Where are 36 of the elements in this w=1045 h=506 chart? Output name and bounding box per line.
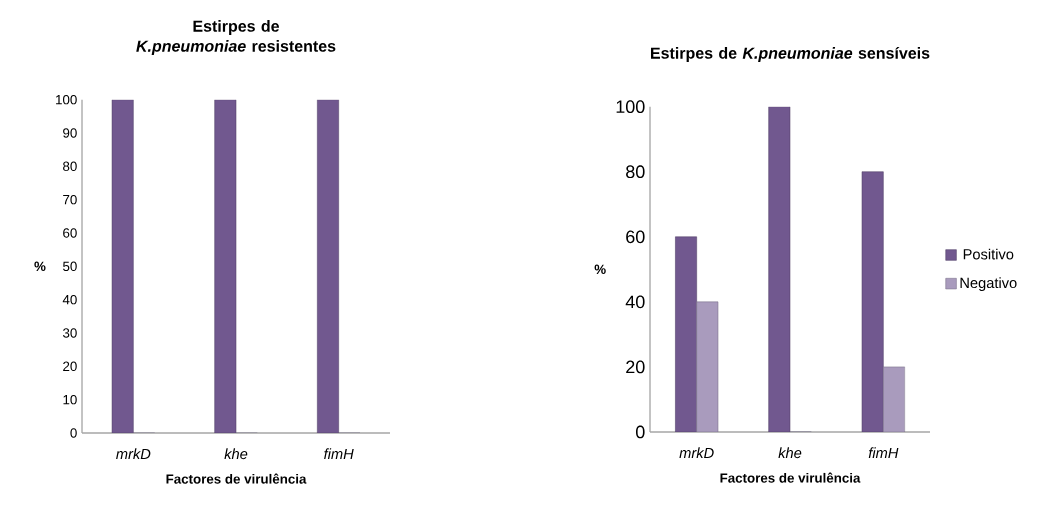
y-axis-title: % [594,264,606,275]
y-tick-label: 50 [63,261,77,272]
y-tick-label: 0 [70,428,77,438]
y-tick-label: 100 [56,94,77,105]
x-tick-label: fimH [868,447,899,458]
y-tick-label: 10 [63,394,77,405]
y-tick-label: 20 [626,360,645,374]
y-tick-label: 0 [635,425,645,439]
legend-label: Negativo [960,277,1017,291]
y-tick-label: 80 [626,165,645,179]
y-tick-label: 40 [62,294,77,305]
y-axis-title: % [34,261,46,272]
x-axis-title: Factores de virulência [166,473,307,484]
y-tick-label: 100 [616,100,645,114]
y-tick-label: 60 [63,228,77,238]
bar [675,236,697,432]
chart-title: Estirpes de K.pneumoniae resistentes [136,20,336,55]
x-tick-label: khe [778,447,802,459]
x-tick-label: fimH [324,448,354,459]
legend-label: Positivo [963,248,1014,260]
y-tick-label: 60 [626,230,645,244]
y-tick-label: 40 [625,295,645,309]
y-tick-label: 80 [63,161,77,172]
bar [768,106,791,432]
x-axis-title: Factores de virulência [720,472,861,483]
y-tick-label: 90 [63,128,77,138]
bar [883,366,905,432]
y-tick-label: 20 [63,361,77,372]
bar [861,171,884,432]
bar [696,301,719,432]
x-tick-label: mrkD [116,448,151,459]
x-tick-label: mrkD [679,447,714,458]
y-tick-label: 30 [62,328,77,338]
chart-title: Estirpes de K.pneumoniae sensíveis [651,46,930,62]
y-tick-label: 70 [63,194,77,205]
x-tick-label: khe [224,448,248,460]
